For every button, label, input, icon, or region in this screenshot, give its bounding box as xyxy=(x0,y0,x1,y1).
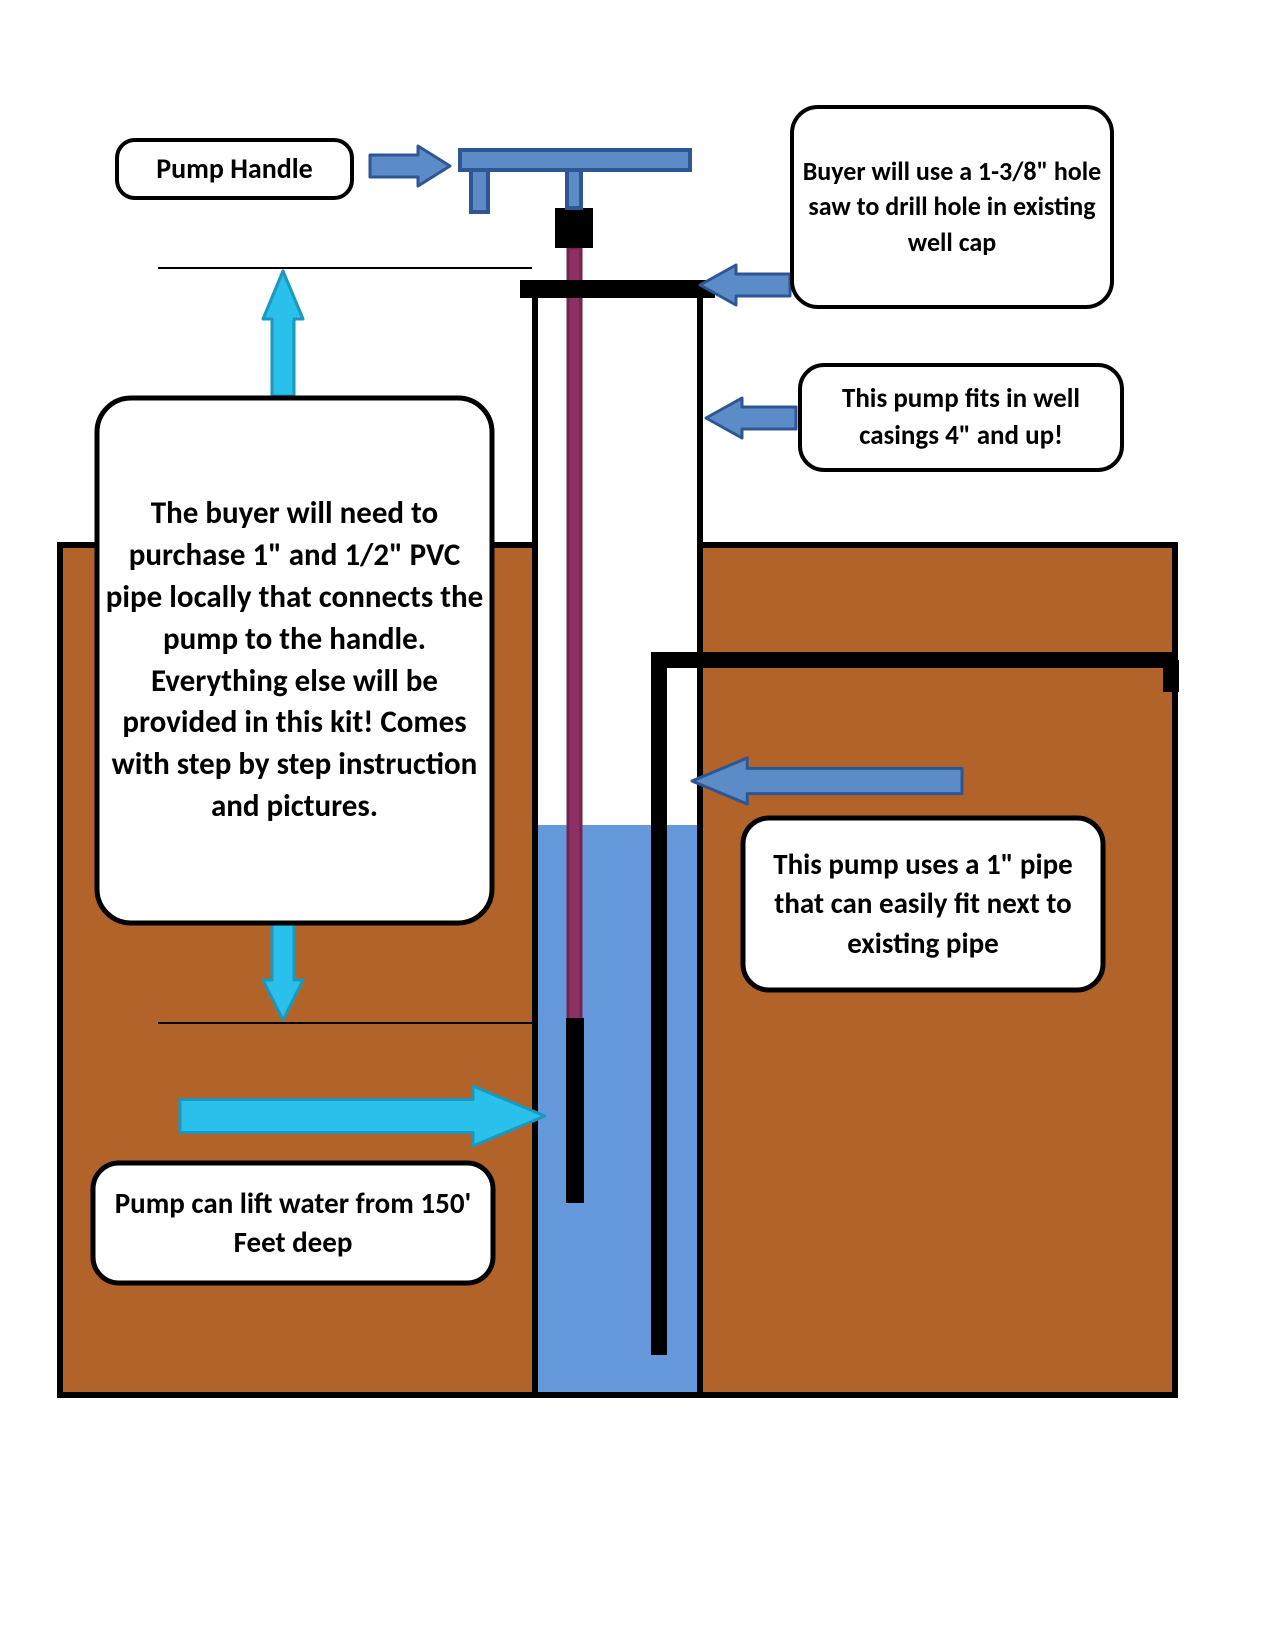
one_inch_pipe-text-wrap: This pump uses a 1" pipe that can easily… xyxy=(751,824,1095,984)
hole_saw-text: Buyer will use a 1-3/8" hole saw to dril… xyxy=(800,113,1104,301)
buyer_pvc-text: The buyer will need to purchase 1" and 1… xyxy=(105,404,484,917)
pump-rod xyxy=(568,248,581,1020)
buyer_pvc-text-wrap: The buyer will need to purchase 1" and 1… xyxy=(105,404,484,917)
casing_fit-text: This pump fits in well casings 4" and up… xyxy=(808,371,1114,464)
arrow-handle xyxy=(370,146,450,186)
depth-text: Pump can lift water from 150' Feet deep xyxy=(101,1169,485,1277)
one_inch_pipe-text: This pump uses a 1" pipe that can easily… xyxy=(751,824,1095,984)
hole_saw-text-wrap: Buyer will use a 1-3/8" hole saw to dril… xyxy=(800,113,1104,301)
existing-pipe-outlet xyxy=(1163,660,1179,692)
pump_handle-text: Pump Handle xyxy=(125,146,344,192)
handle-bar xyxy=(460,150,690,170)
pump_handle-text-wrap: Pump Handle xyxy=(125,146,344,192)
water-level xyxy=(538,825,697,1392)
existing-pipe-horizontal xyxy=(651,652,1175,668)
well-cap xyxy=(520,280,715,298)
depth-text-wrap: Pump can lift water from 150' Feet deep xyxy=(101,1169,485,1277)
handle-stem xyxy=(567,170,581,208)
arrow-hole-saw xyxy=(700,265,790,305)
pump-cylinder xyxy=(566,1018,584,1203)
existing-pipe-vertical xyxy=(651,662,667,1355)
handle-spout xyxy=(471,170,488,212)
arrow-bracket-up xyxy=(263,271,303,396)
handle-hub xyxy=(555,208,593,248)
casing_fit-text-wrap: This pump fits in well casings 4" and up… xyxy=(808,371,1114,464)
arrow-casing xyxy=(706,398,796,438)
